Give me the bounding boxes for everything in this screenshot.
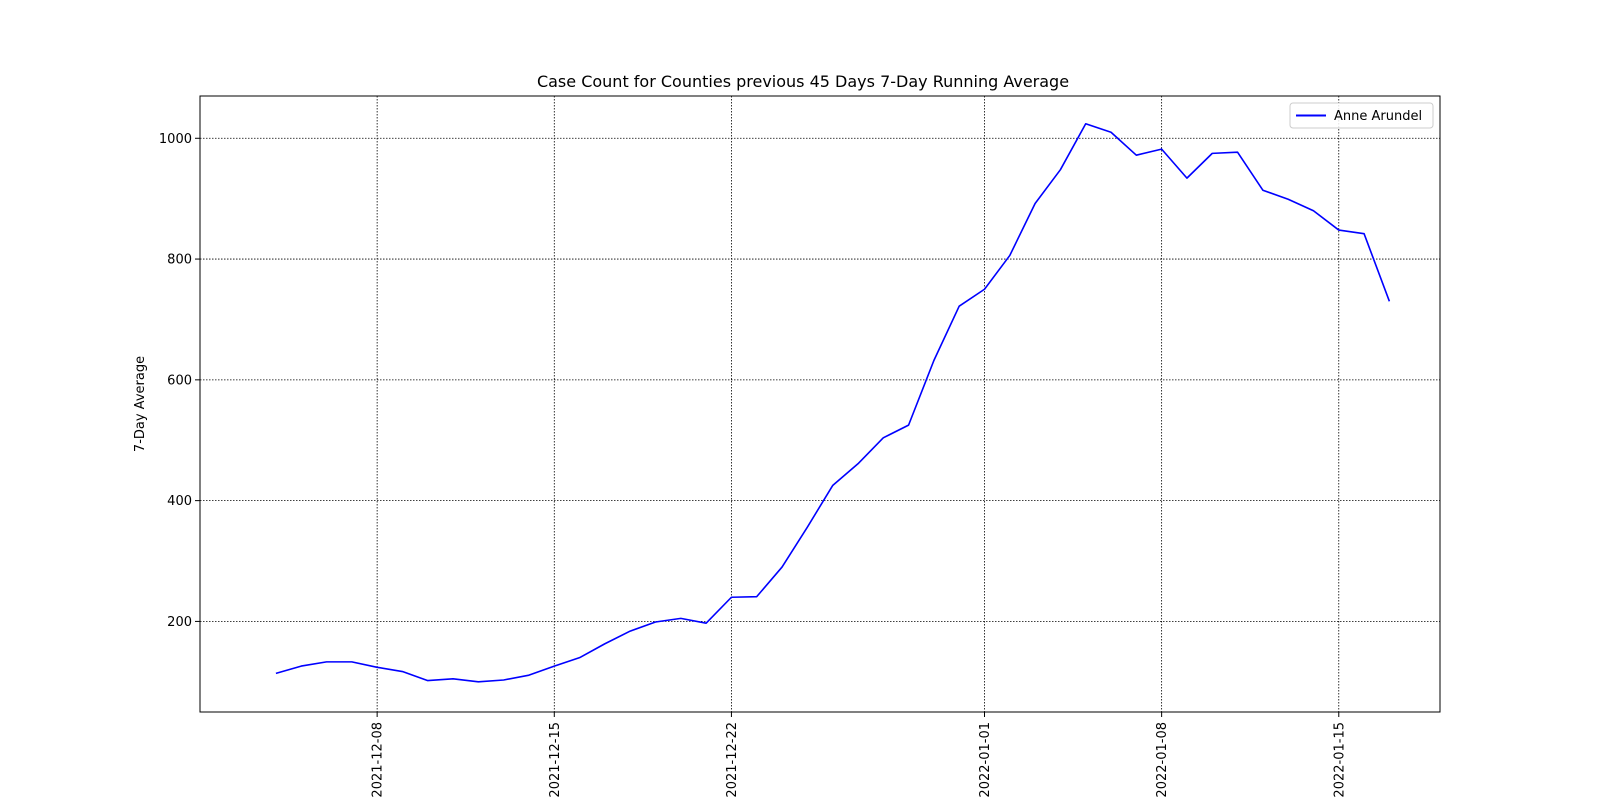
data-point	[326, 661, 328, 663]
x-tick-label: 2021-12-15	[548, 722, 563, 798]
y-axis-ticks: 200 400 600 800 1000	[159, 132, 200, 630]
y-tick-label: 800	[167, 253, 192, 268]
data-point	[376, 666, 378, 668]
legend-label: Anne Arundel	[1334, 109, 1422, 124]
data-point	[579, 657, 581, 659]
data-point	[427, 680, 429, 682]
data-point	[275, 672, 277, 674]
data-point	[730, 596, 732, 598]
data-point	[908, 424, 910, 426]
chart-title: Case Count for Counties previous 45 Days…	[537, 72, 1069, 91]
series-line-0	[275, 122, 1391, 683]
y-tick-label: 200	[167, 615, 192, 630]
data-point	[553, 665, 555, 667]
x-axis-ticks: 2021-12-08 2021-12-15 2021-12-22 2022-01-01…	[371, 712, 1347, 798]
data-point	[1287, 198, 1289, 200]
x-tick-label: 2022-01-01	[978, 722, 993, 798]
data-point	[604, 643, 606, 645]
data-point	[300, 665, 302, 667]
series-layer	[275, 122, 1391, 683]
x-tick-label: 2021-12-08	[371, 722, 386, 798]
data-point	[452, 678, 454, 680]
data-point	[857, 463, 859, 465]
grid-lines	[200, 96, 1440, 712]
data-point	[1009, 254, 1011, 256]
data-point	[832, 485, 834, 487]
data-point	[983, 288, 985, 290]
data-point	[528, 674, 530, 676]
data-point	[1135, 154, 1137, 156]
data-point	[1338, 229, 1340, 231]
data-point	[1085, 123, 1087, 125]
data-point	[503, 679, 505, 681]
data-point	[933, 360, 935, 362]
data-point	[1161, 148, 1163, 150]
data-point	[1110, 131, 1112, 133]
data-point	[629, 630, 631, 632]
data-point	[705, 622, 707, 624]
data-point	[1059, 169, 1061, 171]
data-point	[1262, 189, 1264, 191]
data-point	[1034, 202, 1036, 204]
data-point	[477, 681, 479, 683]
data-point	[401, 671, 403, 673]
legend-box	[1289, 102, 1434, 129]
x-tick-label: 2022-01-15	[1332, 722, 1347, 798]
data-point	[806, 526, 808, 528]
data-point	[1211, 152, 1213, 154]
data-point	[680, 617, 682, 619]
data-point	[1388, 300, 1390, 302]
x-tick-label: 2022-01-08	[1155, 722, 1170, 798]
plot-area-frame	[199, 95, 1441, 713]
data-point	[781, 566, 783, 568]
data-point	[958, 305, 960, 307]
y-tick-label: 1000	[159, 132, 192, 147]
y-tick-label: 400	[167, 494, 192, 509]
y-tick-label: 600	[167, 373, 192, 388]
y-axis-label: 7-Day Average	[133, 356, 148, 452]
legend: Anne Arundel	[1289, 102, 1434, 129]
data-point	[756, 596, 758, 598]
data-point	[1237, 151, 1239, 153]
x-tick-label: 2021-12-22	[725, 722, 740, 798]
data-point	[1363, 233, 1365, 235]
data-point	[655, 621, 657, 623]
data-point	[882, 437, 884, 439]
data-point	[1312, 210, 1314, 212]
data-point	[1186, 177, 1188, 179]
data-point	[351, 661, 353, 663]
